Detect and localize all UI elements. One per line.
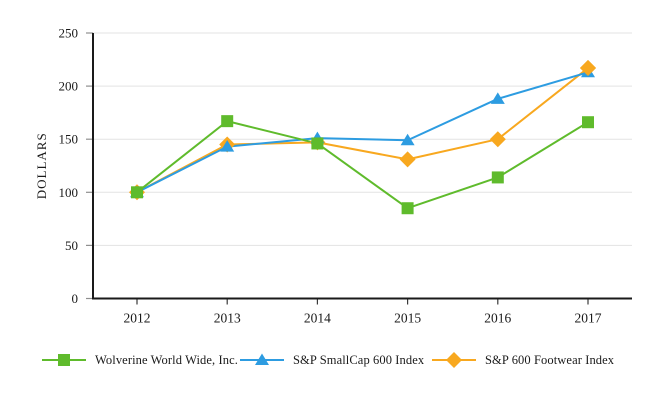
x-tick-label: 2014 — [304, 311, 331, 326]
series-line-1 — [136, 71, 589, 194]
triangle-marker — [220, 140, 235, 152]
diamond-icon — [446, 352, 462, 368]
square-marker — [491, 171, 504, 184]
y-tick-label: 200 — [59, 79, 79, 94]
series-line-2 — [136, 67, 589, 194]
legend-label-wolverine: Wolverine World Wide, Inc. — [95, 352, 238, 367]
x-tick-label: 2016 — [484, 311, 511, 326]
triangle-icon — [255, 353, 269, 365]
x-tick-label: 2017 — [575, 311, 602, 326]
legend-label-smallcap600: S&P SmallCap 600 Index — [293, 352, 425, 367]
x-tick-label: 2012 — [124, 311, 151, 326]
square-marker — [311, 137, 324, 150]
y-tick-label: 50 — [65, 238, 78, 253]
y-tick-label: 100 — [59, 185, 79, 200]
y-axis-title: DOLLARS — [34, 132, 49, 199]
square-icon — [58, 354, 70, 366]
legend-square-marker-icon — [42, 354, 86, 366]
legend-triangle-marker-icon — [240, 353, 284, 365]
legend-item-footwear600: S&P 600 Footwear Index — [432, 352, 614, 368]
legend-label-footwear600: S&P 600 Footwear Index — [485, 352, 615, 367]
y-tick-label: 250 — [59, 26, 79, 41]
square-marker — [221, 115, 234, 128]
triangle-marker — [400, 133, 415, 146]
diamond-marker — [489, 131, 506, 148]
legend-item-smallcap600: S&P SmallCap 600 Index — [240, 352, 424, 368]
diamond-marker — [399, 151, 416, 168]
series-line-0 — [136, 120, 589, 210]
legend-item-wolverine: Wolverine World Wide, Inc. — [42, 352, 238, 368]
square-marker — [131, 186, 143, 199]
y-tick-label: 150 — [59, 132, 79, 147]
triangle-marker — [490, 92, 505, 104]
legend-diamond-marker-icon — [432, 352, 476, 368]
square-marker — [401, 202, 414, 215]
diamond-marker — [580, 60, 596, 77]
chart-legend: Wolverine World Wide, Inc. S&P SmallCap … — [0, 352, 666, 374]
x-tick-label: 2013 — [214, 311, 241, 326]
square-marker — [582, 116, 594, 129]
x-tick-label: 2015 — [394, 311, 421, 326]
y-tick-label: 0 — [72, 291, 79, 306]
